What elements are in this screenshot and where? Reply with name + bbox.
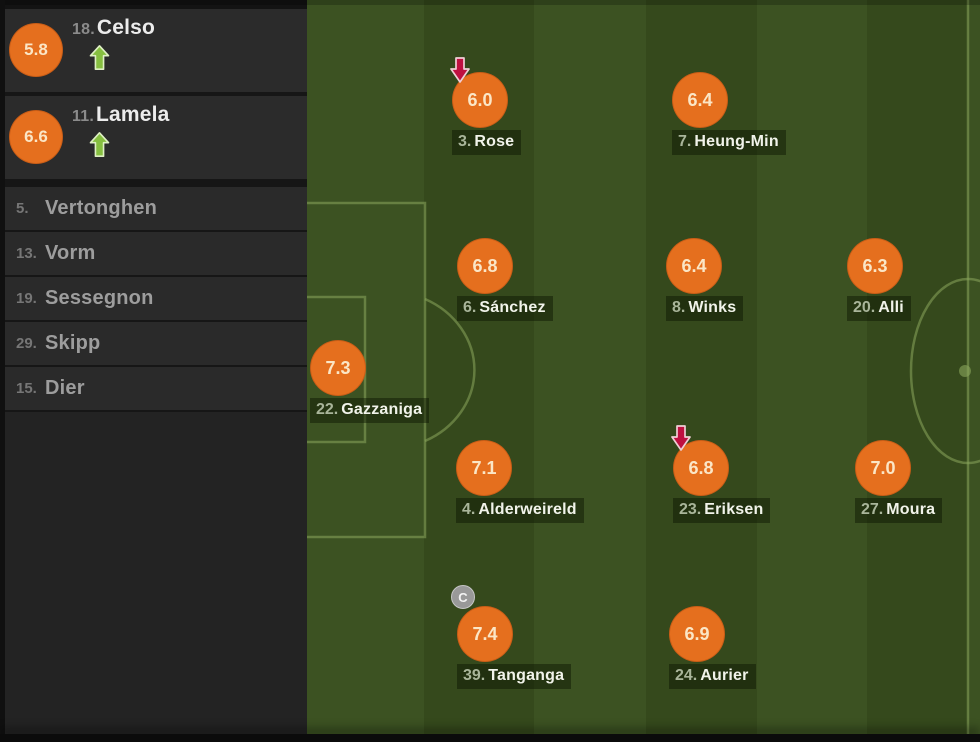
player-info: 18.Celso <box>72 9 155 92</box>
player-shirt-number: 39. <box>463 667 486 684</box>
bottom-bar <box>0 734 980 742</box>
pitch-player[interactable]: 6.4 7. Heung-Min <box>672 72 786 155</box>
player-rating-badge[interactable]: 7.3 <box>310 340 366 396</box>
pitch-player[interactable]: 7.0 27. Moura <box>855 440 943 523</box>
player-name: Heung-Min <box>694 133 779 150</box>
player-shirt-number: 8. <box>672 299 686 316</box>
player-rating-badge[interactable]: 6.3 <box>847 238 903 294</box>
player-name: Lamela <box>95 103 170 126</box>
player-name: Dier <box>45 377 85 399</box>
player-name-chip: 27. Moura <box>855 498 943 523</box>
penalty-arc-line <box>424 297 476 443</box>
bench-player-row[interactable]: 15. Dier <box>0 367 307 410</box>
player-shirt-number: 15. <box>16 380 37 397</box>
left-edge-strip <box>0 0 5 742</box>
player-name-chip: 6. Sánchez <box>457 296 553 321</box>
player-name: Rose <box>474 133 515 150</box>
player-name: Sessegnon <box>45 287 154 309</box>
player-name: Sánchez <box>479 299 546 316</box>
player-rating-badge[interactable]: 7.1 <box>456 440 512 496</box>
player-name: Moura <box>886 501 936 518</box>
penalty-box-line <box>307 201 427 539</box>
player-shirt-number: 29. <box>16 335 37 352</box>
player-name-chip: 3. Rose <box>452 130 522 155</box>
player-name-chip: 4. Alderweireld <box>456 498 584 523</box>
player-name: Celso <box>96 16 156 39</box>
pitch-player[interactable]: 6.9 24. Aurier <box>669 606 756 689</box>
substituted-player-row[interactable]: 5.8 18.Celso <box>0 9 307 92</box>
pitch-markings <box>307 0 980 742</box>
player-name-chip: 7. Heung-Min <box>672 130 786 155</box>
player-shirt-number: 7. <box>678 133 692 150</box>
player-name: Winks <box>688 299 737 316</box>
captain-badge: C <box>451 585 475 609</box>
bench-sidebar: 5.8 18.Celso 6.6 11.Lamela 5. Vertonghen … <box>0 0 307 742</box>
player-name: Vertonghen <box>45 197 158 219</box>
pitch-player[interactable]: 7.1 4. Alderweireld <box>456 440 584 523</box>
pitch-player[interactable]: 6.0 3. Rose <box>450 57 522 155</box>
player-name: Skipp <box>45 332 101 354</box>
player-shirt-number: 4. <box>462 501 476 518</box>
player-shirt-number: 19. <box>16 290 37 307</box>
player-rating-badge[interactable]: 7.0 <box>855 440 911 496</box>
sidebar-top-strip <box>0 0 307 9</box>
pitch-player[interactable]: 6.8 23. Eriksen <box>671 425 771 523</box>
bench-player-row[interactable]: 13. Vorm <box>0 232 307 275</box>
player-name: Alderweireld <box>478 501 577 518</box>
player-shirt-number: 20. <box>853 299 876 316</box>
player-shirt-number: 3. <box>458 133 472 150</box>
player-name-chip: 20. Alli <box>847 296 911 321</box>
player-name-chip: 24. Aurier <box>669 664 756 689</box>
player-rating-badge[interactable]: 7.4 <box>457 606 513 662</box>
player-name-chip: 8. Winks <box>666 296 744 321</box>
center-spot <box>959 365 971 377</box>
player-rating-badge[interactable]: 6.4 <box>666 238 722 294</box>
player-shirt-number: 22. <box>316 401 339 418</box>
player-info: 11.Lamela <box>72 96 170 179</box>
pitch-player[interactable]: C 7.4 39. Tanganga <box>451 585 572 689</box>
player-name: Aurier <box>700 667 749 684</box>
substituted-in-arrow-icon <box>89 44 110 71</box>
player-name-chip: 23. Eriksen <box>673 498 771 523</box>
substituted-out-arrow-icon <box>671 425 691 451</box>
center-circle-line <box>909 277 980 465</box>
player-shirt-number: 11. <box>72 108 94 125</box>
player-name-chip: 22. Gazzaniga <box>310 398 430 423</box>
player-name: Gazzaniga <box>341 401 423 418</box>
substituted-player-row[interactable]: 6.6 11.Lamela <box>0 96 307 179</box>
player-name: Tanganga <box>488 667 565 684</box>
pitch-player[interactable]: 6.3 20. Alli <box>847 238 911 321</box>
player-shirt-number: 6. <box>463 299 477 316</box>
pitch: 7.3 22. Gazzaniga 6.0 3. Rose 6.8 6. Sánchez 7.1… <box>307 0 980 742</box>
player-rating-badge[interactable]: 6.9 <box>669 606 725 662</box>
player-shirt-number: 13. <box>16 245 37 262</box>
player-name: Alli <box>878 299 904 316</box>
player-rating-badge[interactable]: 6.8 <box>457 238 513 294</box>
pitch-player[interactable]: 6.4 8. Winks <box>666 238 744 321</box>
player-shirt-number: 5. <box>16 200 29 217</box>
substituted-out-arrow-icon <box>450 57 470 83</box>
player-rating-badge: 5.8 <box>9 23 63 77</box>
bench-player-row[interactable]: 29. Skipp <box>0 322 307 365</box>
substituted-in-arrow-icon <box>89 131 110 158</box>
top-shade <box>0 0 980 5</box>
pitch-player[interactable]: 6.8 6. Sánchez <box>457 238 553 321</box>
player-name: Vorm <box>45 242 96 264</box>
pitch-player[interactable]: 7.3 22. Gazzaniga <box>310 340 430 423</box>
bench-player-row[interactable]: 5. Vertonghen <box>0 187 307 230</box>
player-shirt-number: 18. <box>72 21 95 38</box>
player-shirt-number: 24. <box>675 667 698 684</box>
sidebar-empty-area <box>0 412 307 742</box>
player-rating-badge: 6.6 <box>9 110 63 164</box>
player-rating-badge[interactable]: 6.4 <box>672 72 728 128</box>
player-shirt-number: 27. <box>861 501 884 518</box>
player-name: Eriksen <box>704 501 764 518</box>
bench-player-row[interactable]: 19. Sessegnon <box>0 277 307 320</box>
player-name-chip: 39. Tanganga <box>457 664 572 689</box>
player-shirt-number: 23. <box>679 501 702 518</box>
